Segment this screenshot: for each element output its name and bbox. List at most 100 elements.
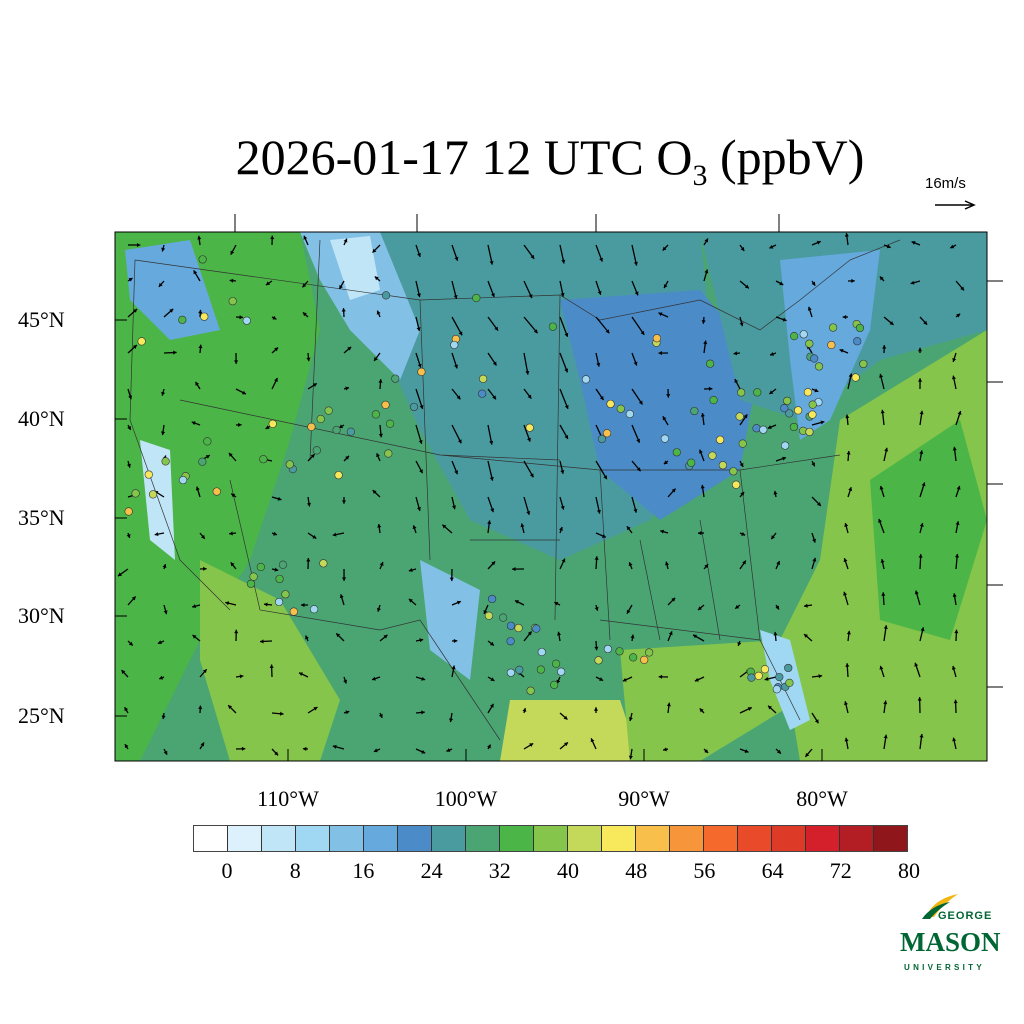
monitor-station <box>532 624 541 633</box>
monitor-station <box>289 607 298 616</box>
wind-arrow <box>666 702 671 714</box>
wind-arrow <box>666 388 671 398</box>
wind-arrow <box>667 597 676 606</box>
wind-arrow <box>514 599 525 606</box>
monitor-station <box>616 404 625 413</box>
wind-arrow <box>487 703 495 714</box>
wind-arrow <box>658 674 669 679</box>
lat-label-30n: 30°N <box>18 603 65 628</box>
lon-label-90w: 90°W <box>618 786 670 811</box>
wind-arrow <box>699 707 705 714</box>
wind-arrow <box>878 518 885 534</box>
wind-arrow <box>775 280 784 286</box>
wind-arrow <box>415 316 421 332</box>
wind-arrow <box>595 460 608 480</box>
wind-arrow <box>260 639 273 644</box>
monitor-station <box>307 422 316 431</box>
wind-arrow <box>124 743 129 750</box>
wind-arrow <box>487 496 495 513</box>
monitor-station <box>803 388 813 397</box>
wind-arrow <box>703 269 709 282</box>
monitor-station <box>759 425 768 434</box>
wind-arrow <box>692 634 705 642</box>
wind-arrow <box>235 388 247 395</box>
wind-arrow <box>880 409 885 426</box>
wind-arrow <box>343 676 348 684</box>
wind-arrow <box>883 700 888 714</box>
wind-arrow <box>559 280 565 297</box>
wind-arrow <box>667 488 677 498</box>
wind-arrow <box>379 634 388 642</box>
wind-arrow <box>955 280 965 291</box>
wind-arrow <box>595 316 610 334</box>
colorbar-box <box>840 826 874 851</box>
wind-arrow <box>918 554 923 570</box>
wind-arrow <box>127 242 141 248</box>
monitor-station <box>603 644 612 654</box>
monitor-station <box>285 460 294 469</box>
wind-arrow <box>631 316 645 336</box>
wind-arrow <box>919 482 926 498</box>
wind-arrow <box>844 737 849 750</box>
monitor-station <box>827 340 836 350</box>
monitor-station <box>259 455 268 464</box>
monitor-station <box>246 579 256 588</box>
monitor-station <box>525 423 534 432</box>
wind-arrow <box>951 665 957 678</box>
wind-arrow <box>451 280 458 299</box>
monitor-station <box>100 471 108 479</box>
wind-arrow <box>127 640 134 647</box>
logo-line1: GEORGE <box>938 910 992 922</box>
wind-arrow <box>451 388 461 400</box>
wind-arrow <box>949 244 957 249</box>
wind-arrow <box>845 414 850 426</box>
wind-arrow <box>373 748 381 753</box>
wind-arrow <box>161 244 166 252</box>
monitor-station <box>148 490 158 499</box>
colorbar-box <box>738 826 772 851</box>
wind-arrow <box>739 316 744 327</box>
wind-arrow <box>773 490 778 498</box>
lat-label-45n: 45°N <box>18 307 65 332</box>
colorbar-label: 56 <box>693 858 716 883</box>
monitor-station <box>687 458 696 467</box>
wind-arrow <box>271 346 279 354</box>
wind-arrow <box>523 742 534 750</box>
monitor-station <box>200 312 209 321</box>
george-mason-logo: GEORGE MASON UNIVERSITY <box>900 894 1001 972</box>
lon-label-100w: 100°W <box>434 786 498 811</box>
wind-arrow <box>163 604 168 615</box>
wind-arrow <box>161 388 166 396</box>
wind-arrow <box>594 604 599 611</box>
monitor-station <box>775 672 784 682</box>
monitor-station <box>808 400 817 409</box>
wind-arrow <box>775 748 782 755</box>
monitor-station <box>790 332 799 341</box>
wind-arrow <box>769 244 777 249</box>
monitor-station <box>747 673 756 682</box>
lat-label-25n: 25°N <box>18 703 65 728</box>
wind-arrow <box>631 496 638 513</box>
wind-arrow <box>952 737 957 750</box>
wind-arrow <box>952 593 957 606</box>
monitor-station <box>754 671 763 680</box>
wind-arrow <box>595 388 605 401</box>
monitor-station <box>581 375 591 384</box>
monitor-station <box>198 255 207 264</box>
monitor-station <box>718 461 727 470</box>
wind-arrow <box>811 712 820 724</box>
colorbar-box <box>772 826 806 851</box>
wind-arrow <box>376 310 381 318</box>
wind-arrow <box>955 410 962 426</box>
wind-arrow <box>955 521 960 534</box>
monitor-station <box>131 489 140 498</box>
colorbar-box <box>364 826 398 851</box>
map-title: 2026-01-17 12 UTC O3 (ppbV) <box>235 129 865 192</box>
wind-arrow <box>341 568 347 581</box>
wind-arrow <box>847 278 855 283</box>
wind-arrow <box>441 524 453 534</box>
monitor-station <box>450 340 459 350</box>
wind-arrow <box>628 712 633 722</box>
wind-arrow <box>881 592 886 606</box>
wind-arrow <box>811 496 822 507</box>
